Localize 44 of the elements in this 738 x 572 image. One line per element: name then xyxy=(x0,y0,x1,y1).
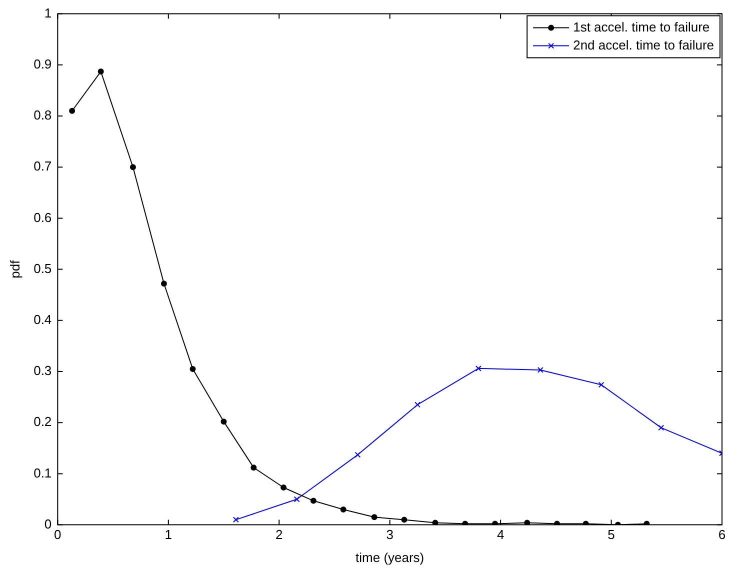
point xyxy=(294,496,300,502)
point xyxy=(524,520,530,525)
point xyxy=(160,280,167,287)
point xyxy=(280,484,287,490)
x-tick-label: 3 xyxy=(386,527,394,542)
point xyxy=(232,516,239,523)
y-tick-label: 0.9 xyxy=(34,56,52,72)
point xyxy=(432,520,438,525)
y-tick-label: 0.5 xyxy=(34,260,52,276)
point xyxy=(658,424,664,431)
y-tick-label: 0.8 xyxy=(34,108,52,123)
y-tick-label: 0.3 xyxy=(34,363,52,378)
point xyxy=(401,516,408,523)
point xyxy=(130,164,136,170)
y-tick-label: 0.1 xyxy=(34,465,52,480)
y-tick-label: 0.6 xyxy=(34,210,52,225)
point xyxy=(250,464,257,471)
point xyxy=(190,366,196,372)
y-tick-label: 0.4 xyxy=(34,312,52,327)
point xyxy=(598,382,604,388)
y-tick-label: 0 xyxy=(44,516,52,532)
x-tick-label: 4 xyxy=(496,527,504,542)
point xyxy=(340,506,346,512)
point xyxy=(354,452,361,458)
point xyxy=(537,366,544,373)
x-tick-label: 1 xyxy=(164,527,172,542)
x-axis-title: time (years) xyxy=(356,550,424,565)
x-tick-label: 0 xyxy=(54,527,62,542)
point xyxy=(371,514,378,520)
y-tick-label: 1 xyxy=(44,5,52,20)
point xyxy=(475,365,482,372)
point xyxy=(414,402,420,408)
y-axis-title: pdf xyxy=(7,260,22,278)
point xyxy=(310,498,316,504)
y-tick-label: 0.2 xyxy=(34,414,52,430)
legend-label: 1st accel. time to failure xyxy=(573,19,710,34)
point xyxy=(98,68,104,75)
legend-label: 2nd accel. time to failure xyxy=(573,37,714,52)
x-tick-label: 5 xyxy=(608,527,615,542)
y-tick-label: 0.7 xyxy=(34,158,52,174)
x-tick-label: 6 xyxy=(718,527,726,542)
point xyxy=(69,108,76,114)
point xyxy=(220,418,227,425)
x-tick-label: 2 xyxy=(275,527,283,542)
